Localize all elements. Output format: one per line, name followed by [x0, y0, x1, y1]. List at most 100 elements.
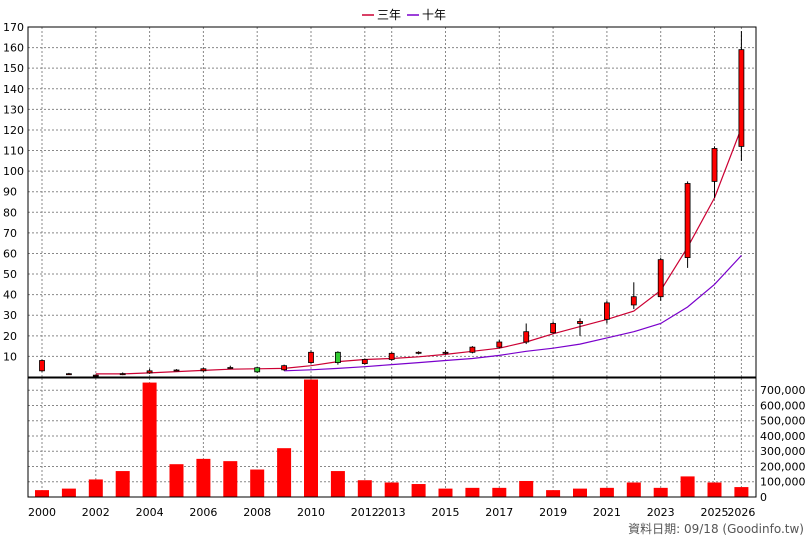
volume-bar: [734, 487, 749, 497]
candle: [469, 346, 476, 354]
x-tick-label: 2008: [243, 506, 271, 519]
volume-bar: [573, 488, 587, 497]
price-tick-label: 20: [3, 330, 17, 343]
price-tick-label: 10: [3, 350, 17, 363]
volume-bar: [304, 379, 318, 497]
price-tick-label: 40: [3, 289, 17, 302]
volume-bar: [626, 482, 641, 497]
candle-body: [173, 369, 180, 372]
volume-bars: [35, 379, 749, 497]
candle: [173, 369, 180, 372]
candle: [308, 350, 314, 364]
x-tick-label: 2012: [351, 506, 379, 519]
x-tick-label: 2015: [432, 506, 460, 519]
volume-bar: [680, 476, 695, 497]
candle-body: [146, 370, 153, 374]
candle: [523, 323, 530, 345]
axes: 10 20 30 40 50 60 70 80 90 100 110 120 130 140 150 160 1…: [3, 21, 806, 519]
footer-date: 資料日期: 09/18 (Goodinfo.tw): [628, 522, 804, 536]
legend: 三年 十年: [362, 8, 446, 22]
volume-tick-label: 600,000: [760, 399, 806, 412]
volume-bar: [115, 471, 130, 497]
x-tick-label: 2004: [136, 506, 164, 519]
volume-bar: [465, 487, 480, 497]
candle-body: [604, 302, 610, 320]
candle-body: [415, 351, 422, 354]
volume-bar: [88, 479, 103, 497]
x-tick-label: 2010: [297, 506, 325, 519]
price-tick-label: 80: [3, 206, 17, 219]
candle: [146, 368, 153, 374]
volume-tick-label: 200,000: [760, 460, 806, 473]
candle: [684, 181, 691, 268]
candle-body: [442, 351, 449, 354]
candle: [442, 350, 449, 355]
x-tick-label: 2013: [378, 506, 406, 519]
candle-body: [39, 360, 45, 372]
volume-bar: [546, 490, 561, 497]
candle: [657, 257, 664, 301]
x-tick-label: 2021: [593, 506, 621, 519]
price-tick-label: 160: [3, 42, 24, 55]
volume-tick-label: 100,000: [760, 476, 806, 489]
volume-plot-frame: [27, 377, 757, 498]
price-plot-frame: [27, 26, 757, 378]
legend-label-ma3: 三年: [377, 8, 401, 22]
candle-body: [334, 351, 341, 363]
candle: [415, 351, 422, 355]
candle: [361, 358, 368, 365]
candle: [738, 31, 745, 161]
volume-grid: [28, 378, 756, 498]
volume-tick-label: 500,000: [760, 415, 806, 428]
candle-body: [254, 367, 261, 373]
candle-body: [577, 321, 583, 324]
candle: [254, 366, 261, 373]
candle: [281, 364, 288, 371]
x-tick-label: 2026: [727, 506, 755, 519]
volume-bar: [35, 490, 49, 497]
price-tick-label: 50: [3, 268, 17, 281]
candle-body: [657, 259, 664, 298]
price-tick-label: 30: [3, 309, 17, 322]
candle-body: [308, 351, 314, 363]
candle: [711, 146, 718, 198]
candle-body: [361, 359, 368, 365]
price-tick-label: 130: [3, 103, 24, 116]
candle: [334, 351, 341, 365]
price-grid: [28, 26, 756, 377]
candle: [66, 372, 72, 376]
volume-tick-label: 0: [760, 491, 767, 504]
price-tick-label: 170: [3, 21, 24, 34]
x-tick-label: 2025: [701, 506, 729, 519]
x-tick-label: 2000: [28, 506, 56, 519]
x-tick-label: 2006: [189, 506, 217, 519]
volume-bar: [492, 487, 507, 497]
legend-label-ma10: 十年: [422, 8, 446, 22]
volume-bar: [411, 484, 426, 497]
ma10-line: [284, 255, 742, 372]
price-tick-label: 90: [3, 186, 17, 199]
volume-bar: [707, 482, 722, 497]
volume-tick-label: 700,000: [760, 384, 806, 397]
candle-body: [119, 373, 126, 376]
candle: [577, 318, 583, 336]
x-tick-label: 2019: [539, 506, 567, 519]
volume-bar: [142, 382, 157, 497]
candle-body: [281, 365, 288, 371]
moving-average-lines: [95, 127, 742, 375]
ma3-line: [95, 127, 742, 375]
volume-tick-label: 300,000: [760, 445, 806, 458]
volume-bar: [330, 471, 345, 497]
x-tick-label: 2017: [485, 506, 513, 519]
volume-bar: [653, 487, 668, 497]
volume-bar: [438, 488, 453, 497]
candle-body: [630, 296, 637, 306]
candle: [550, 321, 556, 334]
candle-body: [227, 367, 234, 369]
price-tick-label: 150: [3, 62, 24, 75]
candle: [92, 374, 99, 377]
candle-body: [496, 341, 503, 348]
candle-body: [92, 374, 99, 377]
volume-bar: [599, 487, 614, 497]
